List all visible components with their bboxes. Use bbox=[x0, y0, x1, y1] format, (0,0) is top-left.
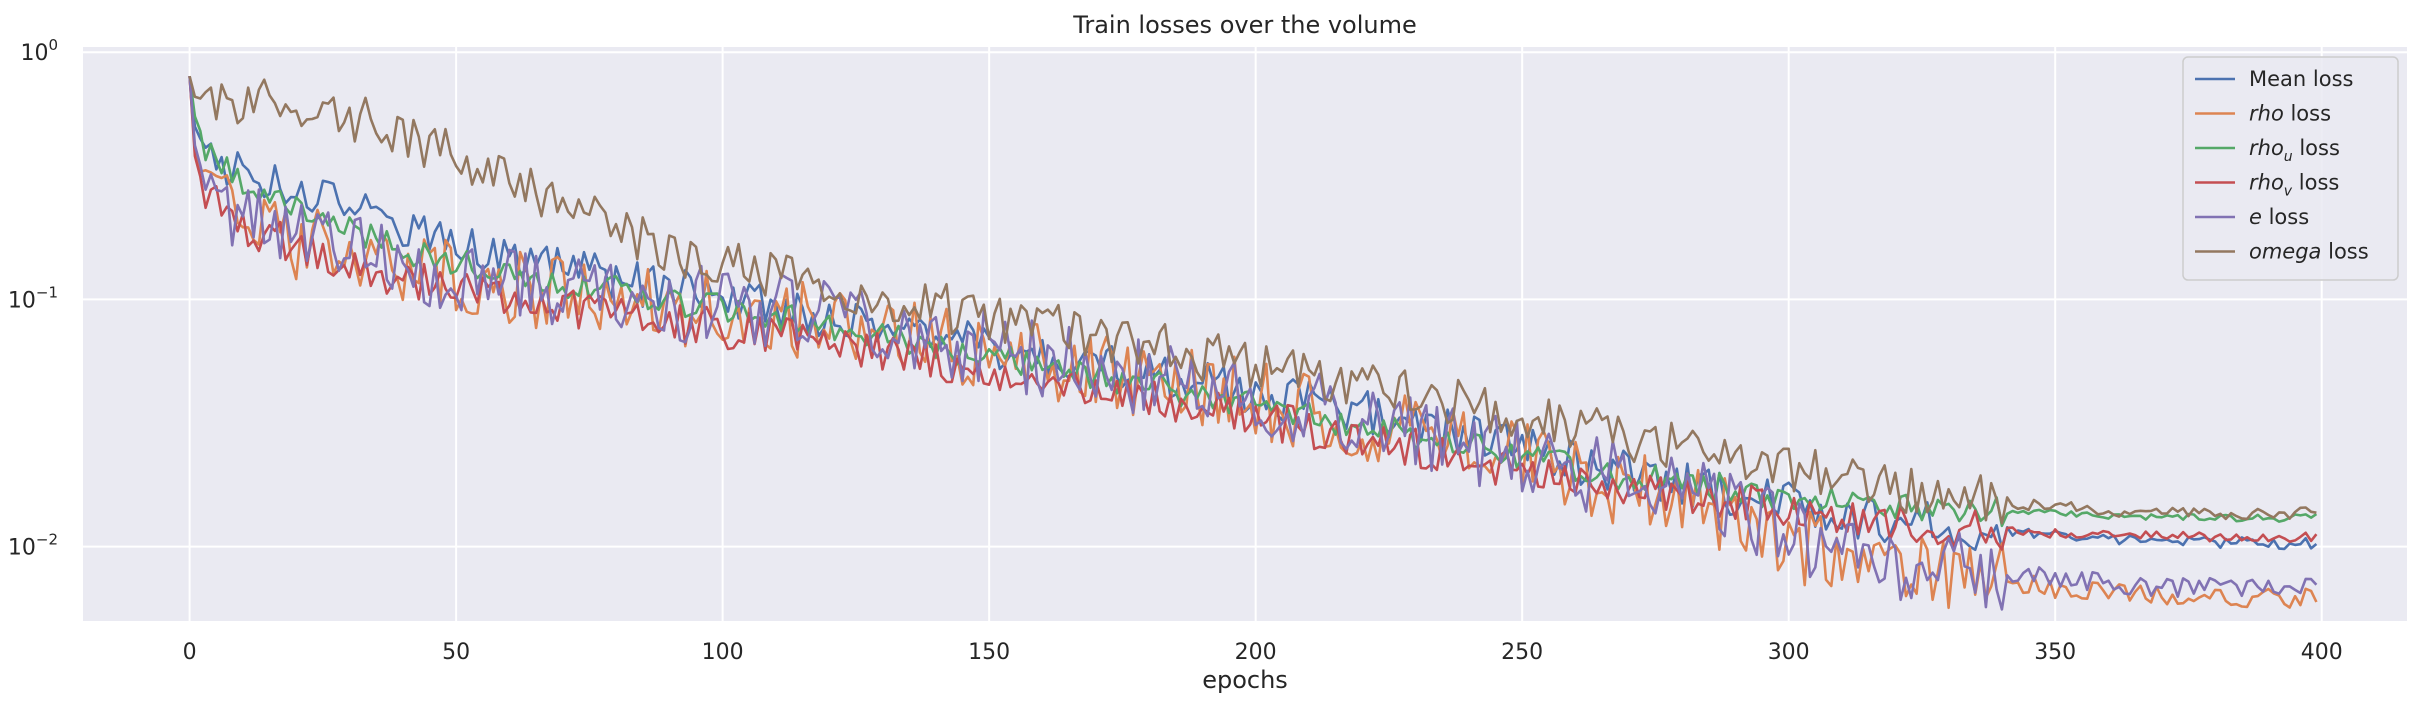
x-tick-label: 200 bbox=[1235, 640, 1277, 665]
legend: Mean loss rho loss rhou loss rhov loss e los… bbox=[2182, 56, 2399, 281]
x-tick-label: 150 bbox=[968, 640, 1010, 665]
series-layer bbox=[188, 75, 2318, 611]
x-tick-label: 300 bbox=[1768, 640, 1810, 665]
legend-label: rhou loss bbox=[2249, 136, 2340, 165]
legend-label: rho loss bbox=[2249, 102, 2331, 126]
x-tick-label: 400 bbox=[2301, 640, 2343, 665]
x-tick-label: 250 bbox=[1501, 640, 1543, 665]
y-tick-label: 100 bbox=[20, 36, 58, 66]
y-tick-label: 10−1 bbox=[8, 283, 58, 313]
y-tick-labels: 10−2 10−1 100 bbox=[8, 36, 58, 560]
series-line-5 bbox=[188, 75, 2317, 525]
legend-box bbox=[2182, 56, 2399, 281]
legend-label: e loss bbox=[2249, 205, 2309, 229]
legend-label: rhov loss bbox=[2249, 171, 2339, 200]
x-tick-label: 100 bbox=[702, 640, 744, 665]
x-tick-label: 350 bbox=[2034, 640, 2076, 665]
series-line-4 bbox=[188, 76, 2318, 611]
chart-title: Train losses over the volume bbox=[1072, 11, 1417, 39]
x-tick-labels: 0 50 100 150 200 250 300 350 400 bbox=[183, 640, 2343, 665]
plot-background bbox=[83, 47, 2407, 621]
legend-label: omega loss bbox=[2249, 240, 2369, 264]
x-tick-label: 50 bbox=[442, 640, 470, 665]
y-tick-label: 10−2 bbox=[8, 531, 58, 561]
legend-label: Mean loss bbox=[2249, 67, 2353, 91]
x-tick-label: 0 bbox=[183, 640, 197, 665]
x-axis-label: epochs bbox=[1202, 666, 1288, 694]
